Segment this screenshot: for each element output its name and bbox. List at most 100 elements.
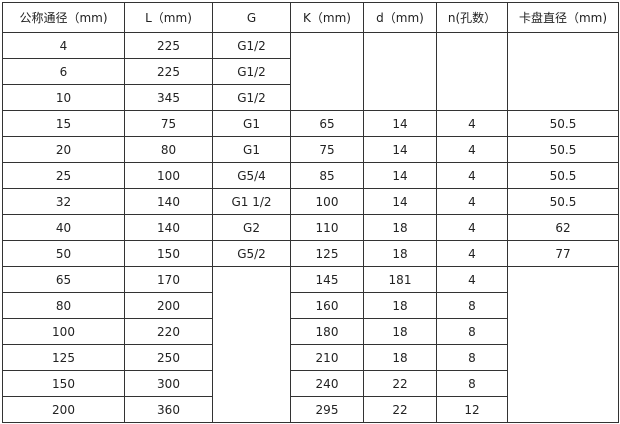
table-cell: 8 <box>436 370 508 397</box>
column-header: L（mm) <box>124 2 213 33</box>
table-row: 150 300 240 22 8 <box>2 370 619 397</box>
table-cell: 8 <box>436 344 508 371</box>
table-row: 50 150 G5/2 125 18 4 77 <box>2 240 619 267</box>
table-row: 80 200 160 18 8 <box>2 292 619 319</box>
table-cell: 6 <box>2 58 125 85</box>
table-cell: 160 <box>290 292 364 319</box>
table-cell: 100 <box>290 188 364 215</box>
table-cell: 300 <box>124 370 213 397</box>
table-cell: 10 <box>2 84 125 111</box>
header-row: 公称通径（mm) L（mm) G K（mm) d（mm) n(孔数） 卡盘直径（mm) <box>2 2 619 33</box>
table-cell: 225 <box>124 58 213 85</box>
table-cell <box>507 266 619 423</box>
table-cell: 4 <box>436 240 508 267</box>
table-cell: 181 <box>363 266 437 293</box>
column-header: d（mm) <box>363 2 437 33</box>
table-cell: 20 <box>2 136 125 163</box>
table-cell: 18 <box>363 240 437 267</box>
column-header: 公称通径（mm) <box>2 2 125 33</box>
table-cell: 14 <box>363 136 437 163</box>
table-cell: 140 <box>124 188 213 215</box>
table-cell: 22 <box>363 370 437 397</box>
table-cell: 75 <box>124 110 213 137</box>
table-cell: 14 <box>363 188 437 215</box>
table-cell: G1 1/2 <box>212 188 291 215</box>
table-cell: 170 <box>124 266 213 293</box>
table-row: 15 75 G1 65 14 4 50.5 <box>2 110 619 137</box>
table-cell: 4 <box>436 266 508 293</box>
table-cell: 18 <box>363 214 437 241</box>
table-cell: 50.5 <box>507 110 619 137</box>
table-cell: 65 <box>2 266 125 293</box>
table-row: 125 250 210 18 8 <box>2 344 619 371</box>
table-cell: 125 <box>290 240 364 267</box>
table-row: 6 225 G1/2 <box>2 58 619 85</box>
table-cell <box>507 32 619 111</box>
table-row: 65 170 145 181 4 <box>2 266 619 423</box>
table-cell: G1 <box>212 110 291 137</box>
table-cell: 15 <box>2 110 125 137</box>
table-cell: 150 <box>2 370 125 397</box>
table-cell: 180 <box>290 318 364 345</box>
table-cell: 25 <box>2 162 125 189</box>
table-cell: 62 <box>507 214 619 241</box>
column-header: 卡盘直径（mm) <box>507 2 619 33</box>
column-header: n(孔数） <box>436 2 508 33</box>
table-cell: 225 <box>124 32 213 59</box>
table-cell: G1/2 <box>212 84 291 111</box>
table-cell: 18 <box>363 292 437 319</box>
table-cell: 210 <box>290 344 364 371</box>
table-cell: 8 <box>436 292 508 319</box>
table-cell: 18 <box>363 318 437 345</box>
table-cell: 80 <box>2 292 125 319</box>
table-cell: 50.5 <box>507 188 619 215</box>
table-cell: 8 <box>436 318 508 345</box>
table-cell: 100 <box>2 318 125 345</box>
table-cell: 140 <box>124 214 213 241</box>
table-cell: 65 <box>290 110 364 137</box>
table-cell: G5/2 <box>212 240 291 267</box>
table-cell: 75 <box>290 136 364 163</box>
table-cell: 50 <box>2 240 125 267</box>
table-cell: G1 <box>212 136 291 163</box>
table-cell: 22 <box>363 396 437 423</box>
table-row: 40 140 G2 110 18 4 62 <box>2 214 619 241</box>
table-cell: G1/2 <box>212 58 291 85</box>
table-cell: 250 <box>124 344 213 371</box>
table-cell: 4 <box>436 136 508 163</box>
table-cell: 110 <box>290 214 364 241</box>
table-cell: 200 <box>124 292 213 319</box>
table-cell: 150 <box>124 240 213 267</box>
table-cell: 4 <box>2 32 125 59</box>
table-cell: 14 <box>363 162 437 189</box>
column-header: K（mm) <box>290 2 364 33</box>
table-cell: G2 <box>212 214 291 241</box>
column-header: G <box>212 2 291 33</box>
table-row: 20 80 G1 75 14 4 50.5 <box>2 136 619 163</box>
table-cell: 80 <box>124 136 213 163</box>
table-cell: 14 <box>363 110 437 137</box>
table-cell: 200 <box>2 396 125 423</box>
table-cell <box>290 32 364 111</box>
table-cell: 100 <box>124 162 213 189</box>
table-cell <box>363 32 437 111</box>
table-cell: 40 <box>2 214 125 241</box>
table-cell: 295 <box>290 396 364 423</box>
table-cell: 125 <box>2 344 125 371</box>
table-cell: 4 <box>436 188 508 215</box>
table-row: 32 140 G1 1/2 100 14 4 50.5 <box>2 188 619 215</box>
table-cell: 220 <box>124 318 213 345</box>
table-cell: 77 <box>507 240 619 267</box>
table-cell: 18 <box>363 344 437 371</box>
table-row: 4 225 G1/2 <box>2 32 619 111</box>
table-cell: 32 <box>2 188 125 215</box>
table-cell: 360 <box>124 396 213 423</box>
table-cell: G5/4 <box>212 162 291 189</box>
table-cell: 4 <box>436 110 508 137</box>
table-cell: 345 <box>124 84 213 111</box>
table-cell: 145 <box>290 266 364 293</box>
table-cell: 240 <box>290 370 364 397</box>
table-row: 25 100 G5/4 85 14 4 50.5 <box>2 162 619 189</box>
table-cell: G1/2 <box>212 32 291 59</box>
